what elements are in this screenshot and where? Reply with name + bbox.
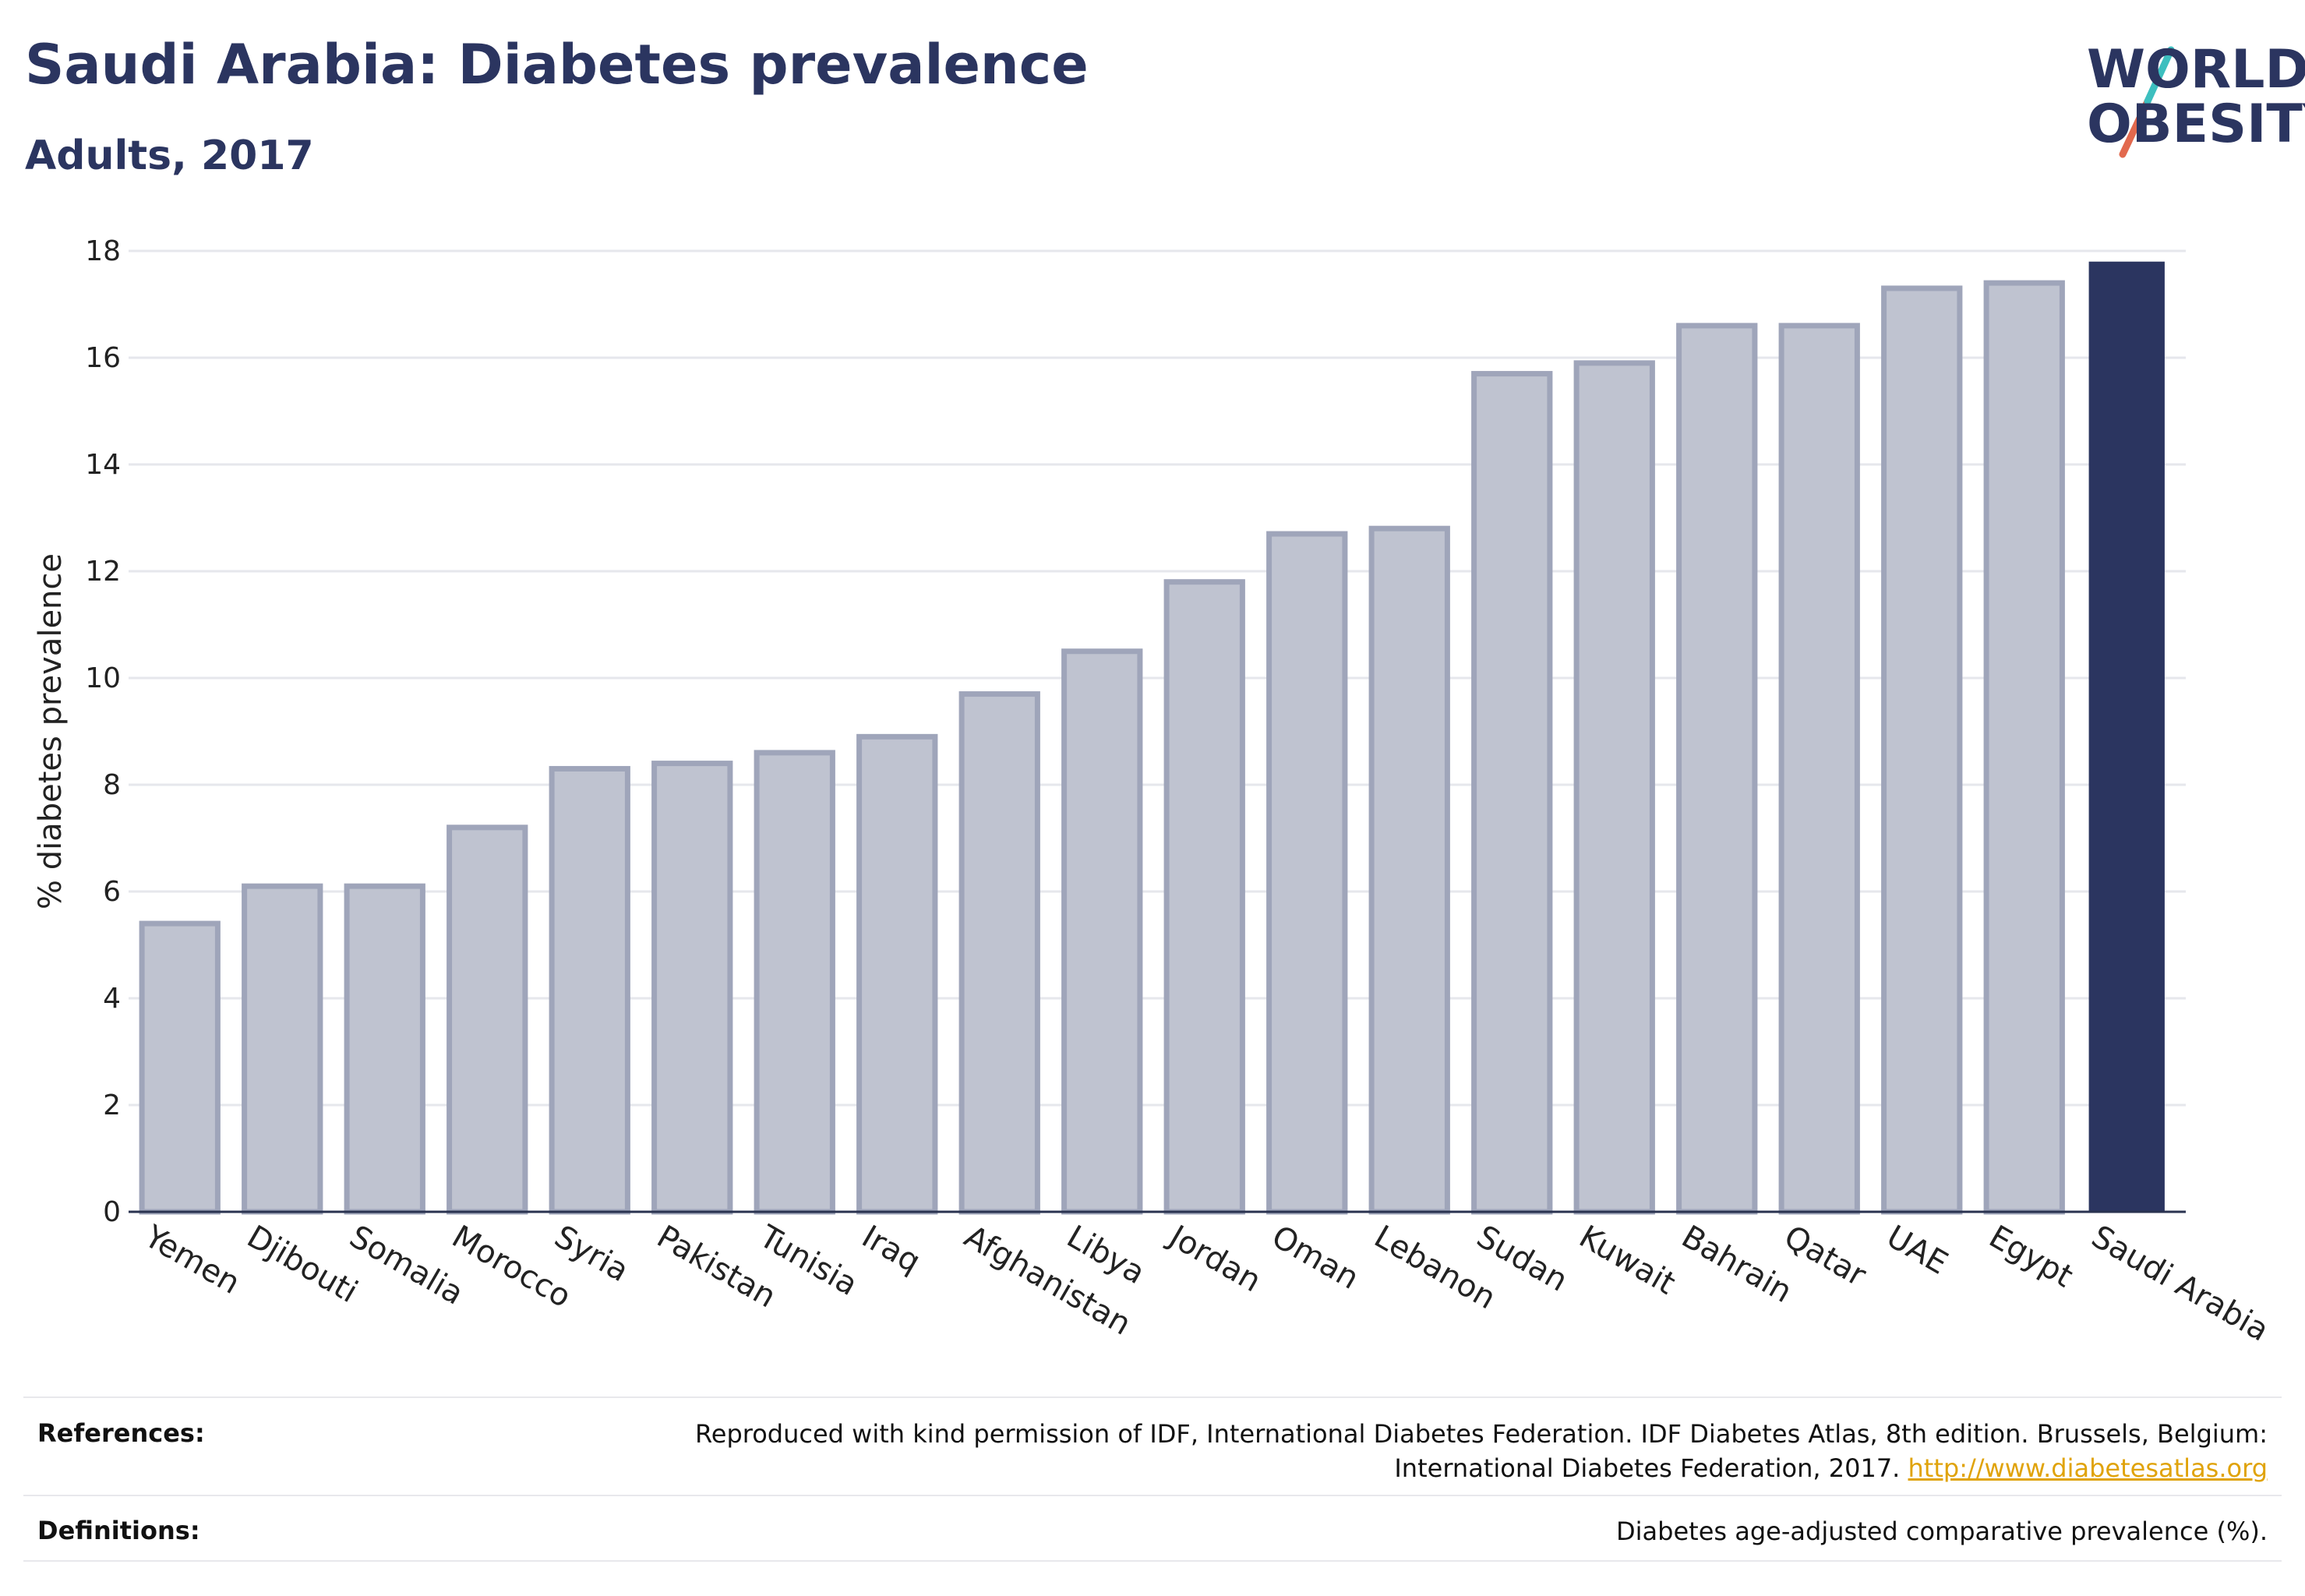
bar-chart: 0 2 4 6 8 10 12 14 16 18 YemenDjiboutiSomaliaMoro…	[33, 235, 2275, 1349]
x-tick-label: Bahrain	[1675, 1219, 1798, 1310]
bar[interactable]	[1163, 579, 1245, 1215]
references-row: References: Reproduced with kind permiss…	[23, 1403, 2282, 1496]
y-tick-label: 6	[103, 876, 121, 908]
bar[interactable]	[139, 920, 221, 1215]
bar[interactable]	[344, 883, 425, 1215]
references-text-line2: International Diabetes Federation, 2017.	[1394, 1453, 1901, 1483]
y-tick-label: 14	[85, 449, 121, 481]
bar[interactable]	[242, 883, 323, 1215]
y-tick-label: 12	[85, 556, 121, 588]
logo-text-world: WORLD	[2087, 39, 2305, 101]
definitions-row: Definitions: Diabetes age-adjusted compa…	[23, 1500, 2282, 1562]
x-tick-label: Kuwait	[1573, 1219, 1682, 1302]
y-tick-label: 18	[85, 235, 121, 267]
bar[interactable]	[2088, 261, 2165, 1213]
references-text-line1: Reproduced with kind permission of IDF, …	[694, 1419, 2268, 1449]
y-tick-label: 10	[85, 662, 121, 694]
y-tick-label: 8	[103, 769, 121, 801]
bar[interactable]	[1061, 648, 1143, 1215]
footer-divider	[23, 1560, 2282, 1562]
bar[interactable]	[958, 691, 1040, 1215]
y-axis-label: % diabetes prevalence	[33, 553, 69, 909]
references-text: Reproduced with kind permission of IDF, …	[695, 1417, 2268, 1485]
x-tick-label: Jordan	[1161, 1217, 1267, 1299]
definitions-label: Definitions:	[37, 1516, 200, 1545]
bar[interactable]	[549, 765, 630, 1215]
bar[interactable]	[1881, 285, 1963, 1215]
bar[interactable]	[1983, 280, 2065, 1215]
chart-subtitle: Adults, 2017	[25, 132, 314, 179]
bar[interactable]	[856, 733, 938, 1215]
references-label: References:	[37, 1418, 205, 1448]
bar[interactable]	[1573, 360, 1655, 1215]
references-link[interactable]: http://www.diabetesatlas.org	[1908, 1453, 2268, 1483]
bar[interactable]	[1368, 525, 1450, 1215]
bar[interactable]	[1676, 323, 1758, 1215]
x-tick-label: Iraq	[856, 1219, 927, 1280]
definitions-text: Diabetes age-adjusted comparative preval…	[1616, 1517, 2268, 1546]
y-tick-label: 4	[103, 983, 121, 1015]
y-tick-label: 0	[103, 1196, 121, 1228]
x-tick-label: Djibouti	[241, 1219, 363, 1310]
bar[interactable]	[651, 761, 733, 1215]
x-tick-label: Saudi Arabia	[2085, 1219, 2275, 1349]
y-tick-label: 16	[85, 342, 121, 374]
world-obesity-logo: WORLD OBESITY	[2015, 22, 2305, 162]
bar[interactable]	[754, 750, 835, 1215]
y-tick-labels: 0 2 4 6 8 10 12 14 16 18	[85, 235, 121, 1228]
bar[interactable]	[447, 824, 528, 1215]
y-tick-label: 2	[103, 1089, 121, 1121]
logo-slash-icon	[2119, 46, 2175, 158]
x-tick-label: UAE	[1880, 1219, 1954, 1282]
footer-divider	[23, 1396, 2282, 1398]
bar[interactable]	[1266, 531, 1348, 1215]
logo-text-obesity: OBESITY	[2087, 94, 2305, 155]
x-tick-label: Yemen	[138, 1218, 246, 1301]
bars	[139, 261, 2165, 1215]
x-tick-label: Somalia	[344, 1219, 470, 1312]
bar[interactable]	[1778, 323, 1860, 1215]
x-tick-label: Egypt	[1983, 1219, 2079, 1295]
footer-divider	[23, 1495, 2282, 1496]
bar[interactable]	[1471, 371, 1553, 1215]
x-tick-label: Oman	[1265, 1219, 1364, 1297]
grid-lines	[129, 249, 2186, 1107]
chart-title: Saudi Arabia: Diabetes prevalence	[25, 33, 1089, 97]
